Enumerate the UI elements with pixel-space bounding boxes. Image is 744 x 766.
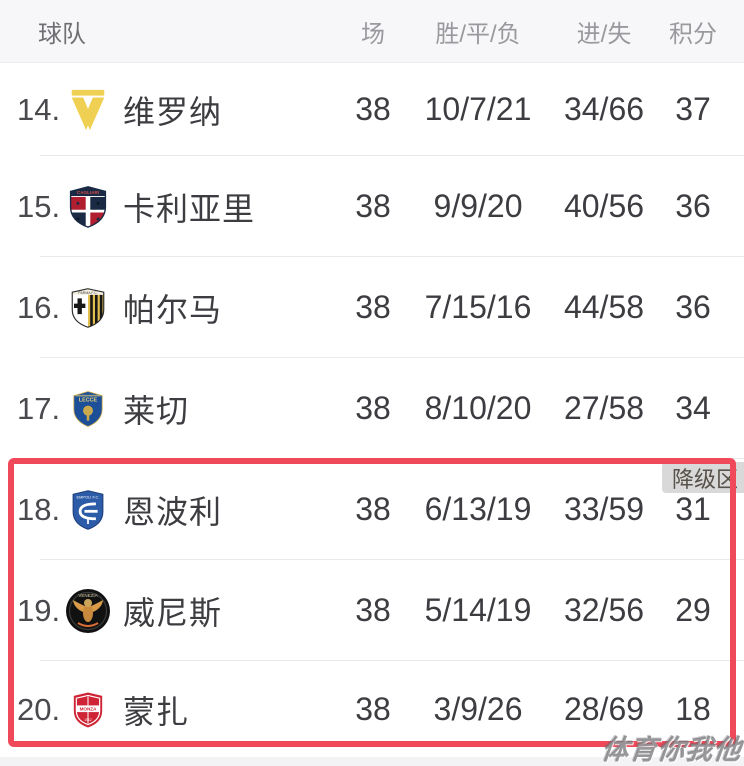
rank-number: 14.	[17, 91, 61, 127]
bottom-divider-strip	[0, 757, 744, 766]
goals-cell: 34/66	[563, 91, 645, 127]
table-row-verona[interactable]: 14. 维罗纳 38 10/7/21 34/66 37	[0, 63, 744, 156]
relegation-zone-badge: 降级区	[662, 462, 744, 493]
points-cell: 37	[675, 91, 711, 127]
team-name: 蒙扎	[123, 693, 190, 730]
goals-cell: 40/56	[563, 188, 645, 224]
header-played: 场	[361, 20, 385, 48]
parma-crest-icon: PARMA F.C.	[64, 284, 112, 332]
svg-text:EMPOLI F.C.: EMPOLI F.C.	[77, 494, 100, 499]
points-cell: 36	[675, 289, 711, 325]
venezia-crest-icon: VENEZIA	[64, 587, 112, 635]
rank-number: 19.	[17, 592, 61, 628]
hellas-verona-crest-icon	[64, 86, 112, 134]
played-cell: 38	[355, 491, 391, 527]
monza-crest-icon: MONZA 1912	[64, 686, 112, 734]
svg-text:MONZA: MONZA	[80, 706, 97, 711]
goals-cell: 27/58	[563, 390, 645, 426]
header-team: 球队	[38, 20, 86, 48]
goals-cell: 44/58	[563, 289, 645, 325]
rank-number: 20.	[17, 691, 61, 727]
svg-text:PARMA F.C.: PARMA F.C.	[78, 291, 97, 295]
wdl-cell: 9/9/20	[433, 188, 523, 224]
table-row-parma[interactable]: 16. PARMA F.C.	[0, 257, 744, 358]
rank-number: 16.	[17, 289, 61, 325]
wdl-cell: 8/10/20	[424, 390, 532, 426]
empoli-crest-icon: EMPOLI F.C.	[64, 486, 112, 534]
table-row-lecce[interactable]: 17. LECCE 莱切 38 8/10/20 27/58 34	[0, 358, 744, 459]
played-cell: 38	[355, 188, 391, 224]
team-name: 卡利亚里	[123, 190, 256, 227]
wdl-cell: 7/15/16	[424, 289, 532, 325]
played-cell: 38	[355, 592, 391, 628]
points-cell: 18	[675, 691, 711, 727]
team-cell: 18. EMPOLI F.C. 恩波利	[0, 486, 330, 534]
played-cell: 38	[355, 289, 391, 325]
rank-number: 18.	[17, 491, 61, 527]
wdl-cell: 10/7/21	[424, 91, 532, 127]
team-cell: 15. CAGLIARI	[0, 183, 330, 231]
team-name: 维罗纳	[123, 93, 223, 130]
svg-text:CAGLIARI: CAGLIARI	[77, 190, 99, 195]
points-cell: 31	[675, 491, 711, 527]
lecce-crest-icon: LECCE	[64, 385, 112, 433]
rank-number: 15.	[17, 188, 61, 224]
played-cell: 38	[355, 691, 391, 727]
header-wdl: 胜/平/负	[435, 20, 521, 48]
played-cell: 38	[355, 390, 391, 426]
table-row-cagliari[interactable]: 15. CAGLIARI	[0, 156, 744, 257]
header-points: 积分	[669, 20, 717, 48]
table-header-row: 球队 场 胜/平/负 进/失 积分	[0, 0, 744, 63]
rank-number: 17.	[17, 390, 61, 426]
watermark-text: 体育你我他	[600, 735, 744, 765]
points-cell: 36	[675, 188, 711, 224]
team-cell: 19. VENEZIA 威尼斯	[0, 587, 330, 635]
played-cell: 38	[355, 91, 391, 127]
team-name: 恩波利	[123, 493, 223, 530]
points-cell: 34	[675, 390, 711, 426]
team-name: 帕尔马	[123, 291, 223, 328]
svg-text:VENEZIA: VENEZIA	[78, 593, 97, 598]
table-row-empoli[interactable]: 18. EMPOLI F.C. 恩波利 38 6/13/19 33/59 31	[0, 459, 744, 560]
team-name: 威尼斯	[123, 594, 223, 631]
goals-cell: 32/56	[563, 592, 645, 628]
points-cell: 29	[675, 592, 711, 628]
team-cell: 17. LECCE 莱切	[0, 385, 330, 433]
cagliari-crest-icon: CAGLIARI	[64, 183, 112, 231]
header-goals: 进/失	[576, 20, 632, 48]
table-row-venezia[interactable]: 19. VENEZIA 威尼斯 38 5/14/19 32/56 29	[0, 560, 744, 661]
svg-text:1912: 1912	[84, 717, 92, 721]
wdl-cell: 3/9/26	[433, 691, 523, 727]
team-cell: 14. 维罗纳	[0, 86, 330, 134]
wdl-cell: 5/14/19	[424, 592, 532, 628]
team-name: 莱切	[123, 392, 190, 429]
team-cell: 16. PARMA F.C.	[0, 284, 330, 332]
svg-text:LECCE: LECCE	[79, 397, 98, 403]
team-cell: 20. MONZA 1912 蒙扎	[0, 686, 330, 734]
goals-cell: 33/59	[563, 491, 645, 527]
wdl-cell: 6/13/19	[424, 491, 532, 527]
goals-cell: 28/69	[563, 691, 645, 727]
